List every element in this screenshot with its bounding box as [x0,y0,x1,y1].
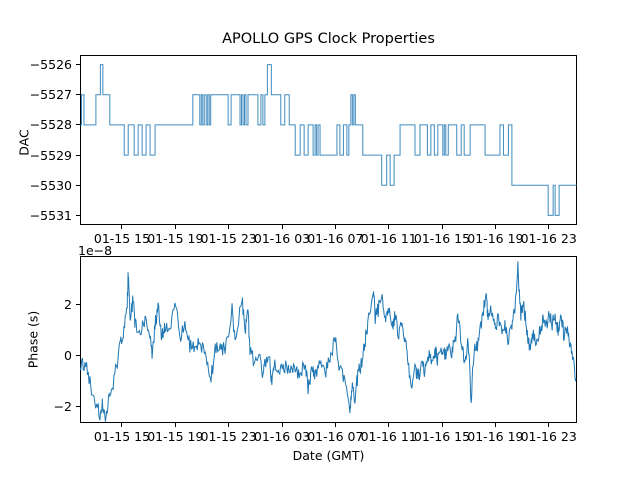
dac-step-line [80,55,577,225]
x-tick-mark [441,225,443,229]
y-tick-mark [76,303,80,305]
x-tick-mark [494,225,496,229]
y-tick-label: −5529 [29,147,72,163]
x-tick-label: 01-16 19 [467,231,524,246]
x-tick-mark [121,225,123,229]
x-tick-label: 01-15 15 [93,231,151,246]
x-tick-label: 01-16 07 [307,429,364,444]
x-tick-label: 01-16 11 [360,429,417,444]
y-axis-label-dac: DAC [16,129,32,156]
y-tick-label: −5528 [29,117,72,133]
y-axis-offset-text: 1e−8 [78,243,113,258]
y-tick-mark [76,214,80,216]
x-tick-mark [174,225,176,229]
phase-noise-line [80,256,577,423]
x-tick-label: 01-16 15 [413,429,471,444]
y-tick-label: −5530 [29,177,72,193]
x-tick-mark [174,423,176,427]
x-tick-mark [281,225,283,229]
y-tick-label: −2 [53,398,72,414]
plot-border [80,256,577,423]
y-tick-label: 0 [64,347,72,363]
y-tick-mark [76,124,80,126]
x-tick-mark [121,423,123,427]
x-tick-label: 01-15 23 [200,429,257,444]
x-tick-label: 01-16 03 [253,429,311,444]
y-tick-label: −5527 [29,87,72,103]
plot-border [80,55,577,225]
x-tick-mark [388,423,390,427]
y-tick-label: −5526 [29,57,72,73]
chart-title: APOLLO GPS Clock Properties [222,31,435,47]
dac-plot-area [80,55,577,225]
y-tick-mark [76,405,80,407]
x-tick-mark [281,423,283,427]
x-tick-label: 01-16 19 [467,429,524,444]
y-tick-mark [76,64,80,66]
x-tick-label: 01-15 19 [147,231,204,246]
x-tick-label: 01-16 07 [307,231,364,246]
x-tick-label: 01-16 23 [520,231,577,246]
x-tick-label: 01-16 03 [253,231,311,246]
phase-plot-area [80,256,577,423]
x-tick-mark [548,225,550,229]
x-tick-mark [548,423,550,427]
y-tick-mark [76,94,80,96]
x-tick-mark [228,423,230,427]
x-tick-mark [334,423,336,427]
x-tick-label: 01-16 23 [520,429,577,444]
x-tick-label: 01-15 19 [147,429,204,444]
x-axis-label: Date (GMT) [292,448,365,463]
y-tick-mark [76,354,80,356]
x-tick-label: 01-16 11 [360,231,417,246]
y-tick-mark [76,154,80,156]
x-tick-label: 01-16 15 [413,231,471,246]
x-tick-mark [388,225,390,229]
data-line [80,261,577,422]
x-tick-label: 01-15 23 [200,231,257,246]
x-tick-mark [334,225,336,229]
y-tick-mark [76,184,80,186]
x-tick-mark [494,423,496,427]
y-tick-label: −5531 [29,207,72,223]
x-tick-label: 01-15 15 [93,429,151,444]
y-tick-label: 2 [64,296,72,312]
x-tick-mark [441,423,443,427]
data-line [80,64,577,216]
x-tick-mark [228,225,230,229]
